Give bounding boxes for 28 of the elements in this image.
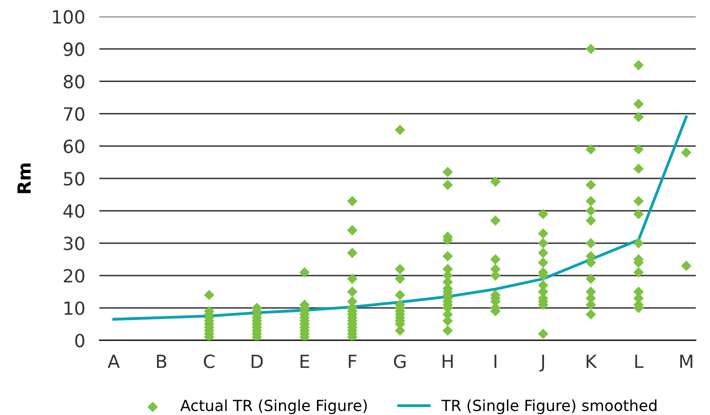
y-tick-label: 50: [64, 172, 84, 186]
x-tick-label: B: [157, 354, 166, 368]
y-tick-label: 60: [64, 140, 84, 154]
legend-label: Actual TR (Single Figure): [180, 399, 367, 414]
y-tick-label: 80: [64, 74, 84, 88]
x-tick-label: C: [204, 354, 214, 368]
x-tick-label: A: [108, 354, 120, 368]
y-tick-label: 40: [63, 204, 84, 218]
y-tick-label: 10: [64, 301, 84, 316]
x-tick-label: D: [252, 354, 263, 368]
x-tick-label: L: [635, 354, 644, 368]
x-tick-label: E: [300, 354, 310, 368]
y-tick-label: 0: [75, 334, 84, 348]
y-tick-label: 90: [64, 42, 84, 56]
y-tick-label: 20: [64, 269, 84, 283]
x-tick-label: M: [680, 354, 692, 368]
y-tick-label: 100: [53, 10, 84, 24]
y-tick-label: 30: [64, 236, 84, 250]
x-tick-label: G: [394, 354, 406, 368]
legend-label: TR (Single Figure) smoothed: [441, 399, 656, 414]
x-tick-label: K: [586, 354, 598, 368]
y-axis-title: Rm: [17, 164, 31, 194]
x-tick-label: I: [494, 354, 496, 368]
x-tick-label: H: [442, 354, 453, 368]
line-series: [112, 116, 688, 321]
y-tick-label: 70: [64, 107, 84, 121]
x-tick-label: J: [540, 354, 544, 372]
x-tick-label: F: [348, 354, 356, 368]
